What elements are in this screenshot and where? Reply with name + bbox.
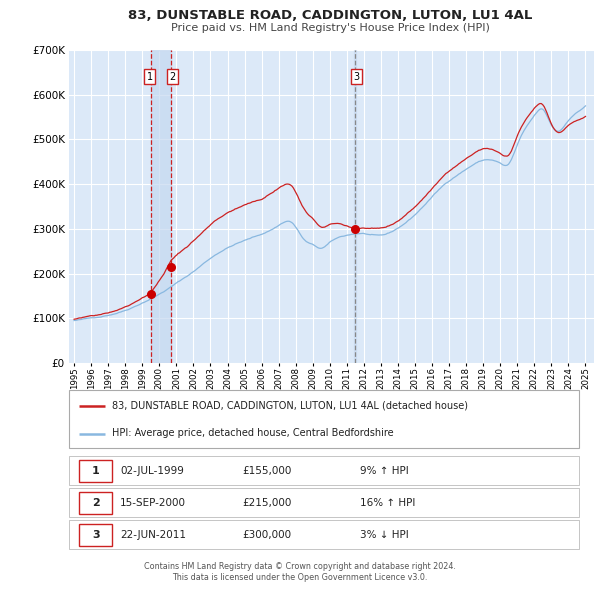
FancyBboxPatch shape [69,520,579,549]
Text: £215,000: £215,000 [242,497,292,507]
Text: 22-JUN-2011: 22-JUN-2011 [120,530,186,540]
Text: Contains HM Land Registry data © Crown copyright and database right 2024.: Contains HM Land Registry data © Crown c… [144,562,456,571]
FancyBboxPatch shape [79,491,112,513]
Text: 15-SEP-2000: 15-SEP-2000 [120,497,186,507]
FancyBboxPatch shape [69,488,579,517]
Text: £300,000: £300,000 [242,530,292,540]
Text: 9% ↑ HPI: 9% ↑ HPI [360,466,409,476]
Text: 3: 3 [353,72,359,82]
Text: Price paid vs. HM Land Registry's House Price Index (HPI): Price paid vs. HM Land Registry's House … [170,24,490,33]
Text: 1: 1 [92,466,100,476]
FancyBboxPatch shape [79,460,112,481]
Text: This data is licensed under the Open Government Licence v3.0.: This data is licensed under the Open Gov… [172,573,428,582]
Text: 02-JUL-1999: 02-JUL-1999 [120,466,184,476]
Text: 3: 3 [92,530,100,540]
Bar [151,50,172,363]
FancyBboxPatch shape [69,456,579,485]
Text: £155,000: £155,000 [242,466,292,476]
Text: 2: 2 [92,497,100,507]
Text: 16% ↑ HPI: 16% ↑ HPI [360,497,415,507]
Text: 3% ↓ HPI: 3% ↓ HPI [360,530,409,540]
FancyBboxPatch shape [79,524,112,546]
Text: 83, DUNSTABLE ROAD, CADDINGTON, LUTON, LU1 4AL (detached house): 83, DUNSTABLE ROAD, CADDINGTON, LUTON, L… [112,401,469,411]
Text: 1: 1 [147,72,153,82]
FancyBboxPatch shape [69,390,579,448]
Text: HPI: Average price, detached house, Central Bedfordshire: HPI: Average price, detached house, Cent… [112,428,394,438]
Text: 2: 2 [169,72,175,82]
Bar [354,50,356,363]
Text: 83, DUNSTABLE ROAD, CADDINGTON, LUTON, LU1 4AL: 83, DUNSTABLE ROAD, CADDINGTON, LUTON, L… [128,9,532,22]
